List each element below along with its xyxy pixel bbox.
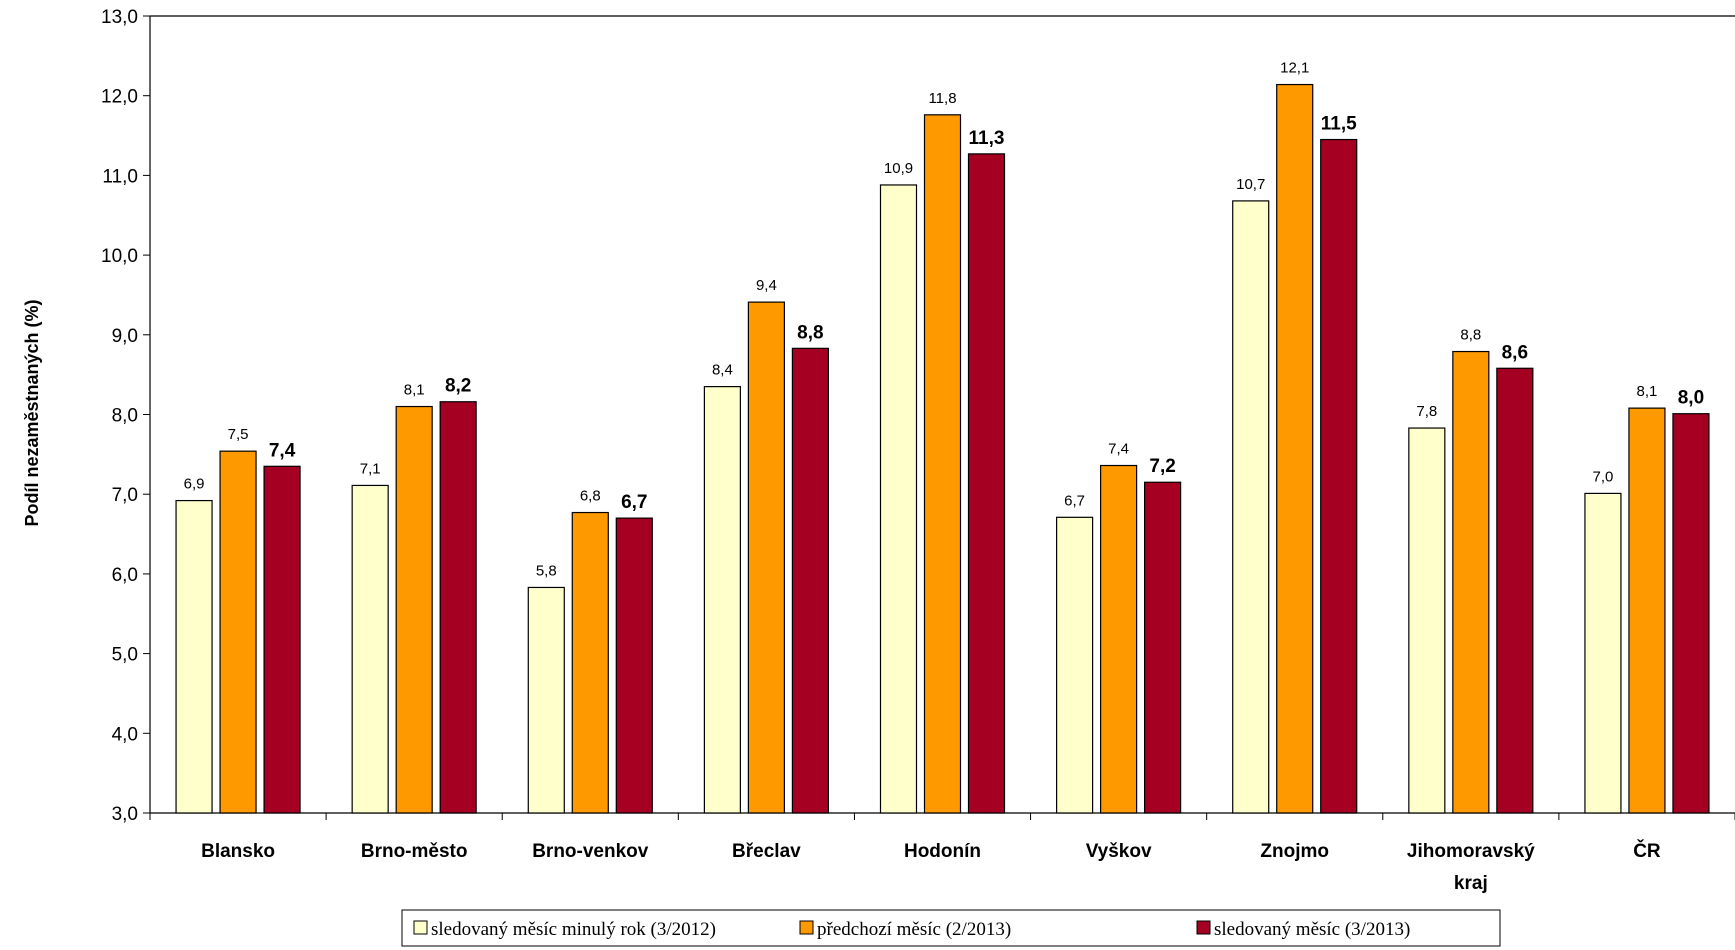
legend-swatch	[799, 920, 814, 935]
data-label: 8,2	[445, 376, 471, 397]
bar	[1320, 138, 1358, 814]
data-label: 6,7	[1064, 492, 1085, 509]
y-tick-label: 10,0	[101, 246, 138, 267]
data-label: 7,5	[228, 426, 249, 443]
chart-bars	[175, 83, 1710, 814]
bar	[1144, 481, 1182, 814]
legend: sledovaný měsíc minulý rok (3/2012) předc…	[401, 909, 1501, 947]
bar	[1496, 367, 1534, 814]
bar	[1408, 427, 1446, 814]
data-label: 8,1	[404, 382, 425, 399]
bar	[747, 301, 785, 814]
bar	[879, 184, 918, 814]
data-label: 7,4	[1108, 441, 1129, 458]
bar	[1056, 516, 1094, 814]
y-tick-label: 11,0	[102, 166, 138, 187]
data-label: 7,4	[269, 440, 296, 461]
bar	[263, 465, 301, 814]
bar	[219, 450, 257, 814]
bar	[175, 499, 213, 814]
data-label: 6,8	[580, 488, 601, 505]
data-label: 7,8	[1416, 403, 1437, 420]
bar	[351, 484, 389, 814]
data-label: 7,0	[1593, 468, 1614, 485]
bar	[923, 114, 962, 814]
data-labels: 6,9 7,1 5,8 8,4 10,9 6,7 10,7 7,8 7,0 7,5 8,1 6,8 9,…	[184, 60, 1705, 580]
x-category-label: Blansko	[201, 841, 275, 862]
y-tick-label: 6,0	[112, 565, 138, 586]
data-label: 8,6	[1502, 342, 1528, 363]
bar	[1276, 83, 1314, 814]
y-tick-label: 7,0	[112, 485, 138, 506]
data-label: 11,3	[969, 128, 1005, 149]
x-category-label: Jihomoravský	[1407, 841, 1535, 862]
data-label: 6,9	[184, 476, 205, 493]
data-label: 8,8	[797, 322, 823, 343]
y-tick-label: 9,0	[112, 326, 138, 347]
data-label: 11,5	[1321, 114, 1357, 135]
bar	[1100, 464, 1138, 814]
legend-swatch	[413, 920, 428, 935]
data-label: 8,8	[1460, 327, 1481, 344]
data-label: 8,4	[712, 362, 733, 379]
data-label: 9,4	[756, 277, 777, 294]
y-tick-label: 8,0	[112, 406, 138, 427]
legend-entry: předchozí měsíc (2/2013)	[817, 919, 1011, 940]
y-tick-label: 12,0	[101, 87, 138, 108]
y-tick-label: 13,0	[101, 7, 138, 28]
bar	[615, 517, 653, 814]
y-tick-label: 4,0	[112, 724, 138, 745]
x-category-label: Znojmo	[1260, 841, 1329, 862]
x-category-label: Hodonín	[904, 841, 981, 862]
legend-entry: sledovaný měsíc minulý rok (3/2012)	[431, 919, 716, 940]
data-label: 8,1	[1637, 383, 1658, 400]
bar	[571, 511, 609, 814]
y-tick-label: 5,0	[112, 645, 138, 666]
data-label: 11,8	[928, 90, 956, 107]
legend-entry: sledovaný měsíc (3/2013)	[1214, 919, 1410, 940]
data-label: 5,8	[536, 562, 557, 579]
x-category-label: Brno-venkov	[532, 841, 649, 862]
tick-labels: 3,0 4,0 5,0 6,0 7,0 8,0 9,0 10,0 11,0 12,0 13,0 Bla…	[101, 7, 1661, 894]
data-label: 12,1	[1280, 60, 1309, 77]
bar	[1584, 492, 1622, 814]
bar	[967, 153, 1006, 814]
bar	[527, 586, 565, 814]
x-category-label: Vyškov	[1086, 841, 1152, 862]
x-category-label: Brno-město	[361, 841, 468, 862]
x-category-label: ČR	[1633, 840, 1661, 862]
y-axis-label: Podíl nezaměstnaných (%)	[22, 299, 42, 526]
legend-swatch	[1196, 920, 1211, 935]
bar	[1452, 350, 1490, 814]
bar	[1672, 413, 1710, 814]
legend-box	[401, 909, 1501, 947]
x-category-label: Břeclav	[732, 841, 801, 862]
bar	[395, 405, 433, 814]
bar	[791, 347, 829, 814]
bar	[1628, 407, 1666, 814]
data-label: 7,2	[1149, 456, 1175, 477]
data-label: 8,0	[1678, 388, 1704, 409]
bar	[439, 401, 477, 814]
data-label: 6,7	[621, 492, 647, 513]
bar	[703, 386, 741, 814]
bar	[1232, 200, 1270, 814]
data-label: 10,9	[884, 160, 913, 177]
y-tick-label: 3,0	[112, 804, 138, 825]
data-label: 10,7	[1236, 176, 1265, 193]
data-label: 7,1	[360, 460, 381, 477]
x-category-label: kraj	[1454, 873, 1488, 894]
